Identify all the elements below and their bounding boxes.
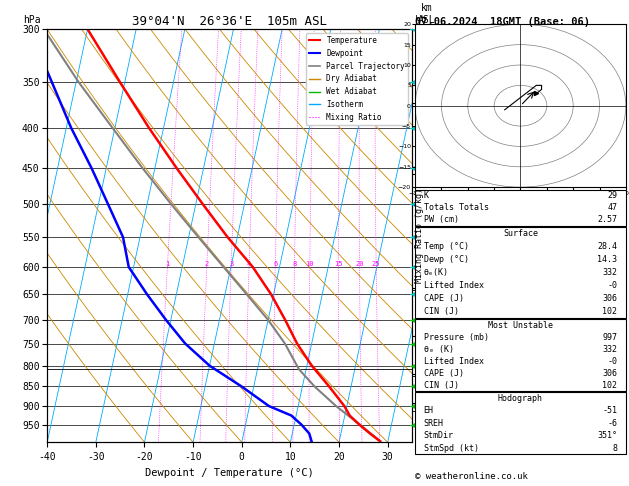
Text: 8: 8 [613,444,618,452]
Text: K: K [423,191,428,200]
Title: 39°04'N  26°36'E  105m ASL: 39°04'N 26°36'E 105m ASL [132,15,327,28]
Text: 3: 3 [229,261,233,267]
FancyBboxPatch shape [415,227,626,318]
Text: 332: 332 [603,345,618,354]
Text: -6: -6 [608,419,618,428]
Text: CAPE (J): CAPE (J) [423,369,464,378]
Text: -0: -0 [608,281,618,290]
Text: Pressure (mb): Pressure (mb) [423,333,489,342]
Text: 25: 25 [372,261,381,267]
Text: 6: 6 [273,261,277,267]
Text: 1: 1 [165,261,170,267]
Text: 4: 4 [247,261,251,267]
Text: 14.3: 14.3 [598,255,618,264]
Text: 332: 332 [603,268,618,277]
Text: SREH: SREH [423,419,443,428]
Text: 28.4: 28.4 [598,242,618,251]
Text: θₑ (K): θₑ (K) [423,345,454,354]
Text: 10: 10 [306,261,314,267]
Text: 20: 20 [355,261,364,267]
Text: Lifted Index: Lifted Index [423,281,484,290]
Text: CIN (J): CIN (J) [423,381,459,390]
Text: 306: 306 [603,294,618,303]
Text: Totals Totals: Totals Totals [423,203,489,212]
Text: 306: 306 [603,369,618,378]
Text: 997: 997 [603,333,618,342]
Text: © weatheronline.co.uk: © weatheronline.co.uk [415,472,528,481]
Text: 102: 102 [603,381,618,390]
Text: -51: -51 [603,406,618,416]
Text: Hodograph: Hodograph [498,394,543,403]
Text: EH: EH [423,406,433,416]
Text: PW (cm): PW (cm) [423,215,459,225]
Text: -0: -0 [608,357,618,366]
Text: 8: 8 [292,261,297,267]
X-axis label: Dewpoint / Temperature (°C): Dewpoint / Temperature (°C) [145,468,314,478]
Text: kt: kt [415,15,425,24]
Text: Most Unstable: Most Unstable [488,321,553,330]
Text: 15: 15 [334,261,343,267]
FancyBboxPatch shape [415,319,626,391]
Text: θₑ(K): θₑ(K) [423,268,448,277]
Text: km
ASL: km ASL [418,3,435,25]
Text: CAPE (J): CAPE (J) [423,294,464,303]
Text: 351°: 351° [598,431,618,440]
Text: CIN (J): CIN (J) [423,307,459,316]
Text: Temp (°C): Temp (°C) [423,242,469,251]
Text: hPa: hPa [23,15,41,25]
FancyBboxPatch shape [415,190,626,226]
Text: 47: 47 [608,203,618,212]
Text: 102: 102 [603,307,618,316]
Text: Dewp (°C): Dewp (°C) [423,255,469,264]
Text: StmSpd (kt): StmSpd (kt) [423,444,479,452]
FancyBboxPatch shape [415,392,626,454]
Text: Lifted Index: Lifted Index [423,357,484,366]
Text: 29: 29 [608,191,618,200]
Text: 2.57: 2.57 [598,215,618,225]
Text: 2: 2 [205,261,209,267]
Text: StmDir: StmDir [423,431,454,440]
Text: Surface: Surface [503,229,538,238]
Legend: Temperature, Dewpoint, Parcel Trajectory, Dry Adiabat, Wet Adiabat, Isotherm, Mi: Temperature, Dewpoint, Parcel Trajectory… [306,33,408,125]
Text: Mixing Ratio (g/kg): Mixing Ratio (g/kg) [415,188,424,283]
Text: LCL: LCL [416,364,431,374]
Text: 07.06.2024  18GMT (Base: 06): 07.06.2024 18GMT (Base: 06) [415,17,590,27]
